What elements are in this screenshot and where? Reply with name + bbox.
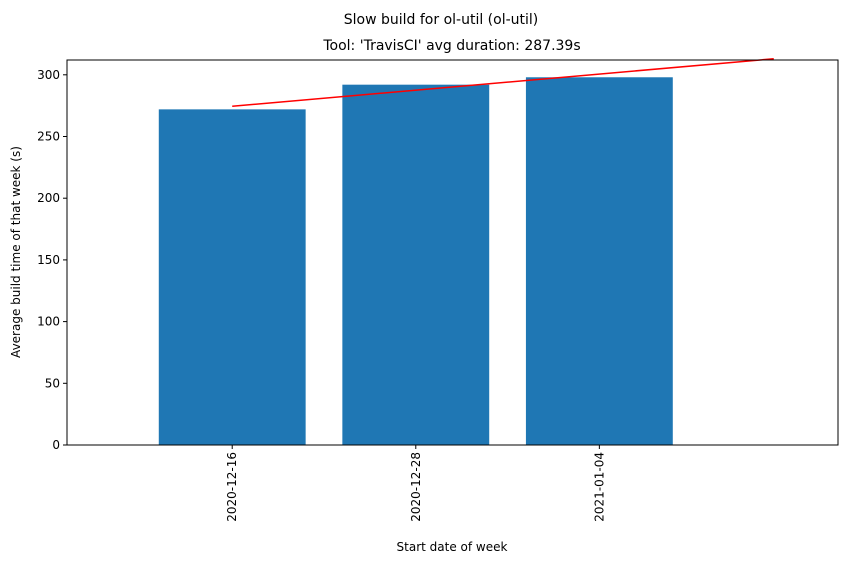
y-tick-label: 200 [37, 191, 60, 205]
y-tick-label: 150 [37, 253, 60, 267]
y-tick-label: 50 [45, 376, 60, 390]
x-axis-label: Start date of week [397, 540, 508, 554]
y-tick-label: 100 [37, 315, 60, 329]
bar-2020-12-16 [158, 109, 306, 445]
y-tick-label: 300 [37, 68, 60, 82]
y-tick-label: 250 [37, 130, 60, 144]
trend-line [232, 58, 774, 108]
y-axis-label: Average build time of that week (s) [9, 146, 23, 358]
y-tick-label: 0 [52, 438, 60, 452]
x-tick-label: 2020-12-16 [225, 452, 239, 522]
bar-2020-12-28 [342, 84, 490, 445]
plot-frame [66, 59, 839, 446]
chart-suptitle: Slow build for ol-util (ol-util) [344, 12, 539, 28]
chart-title: Tool: 'TravisCI' avg duration: 287.39s [322, 38, 580, 54]
x-tick-label: 2020-12-28 [409, 452, 423, 522]
bar-2021-01-04 [525, 77, 673, 446]
x-tick-label: 2021-01-04 [592, 452, 606, 522]
